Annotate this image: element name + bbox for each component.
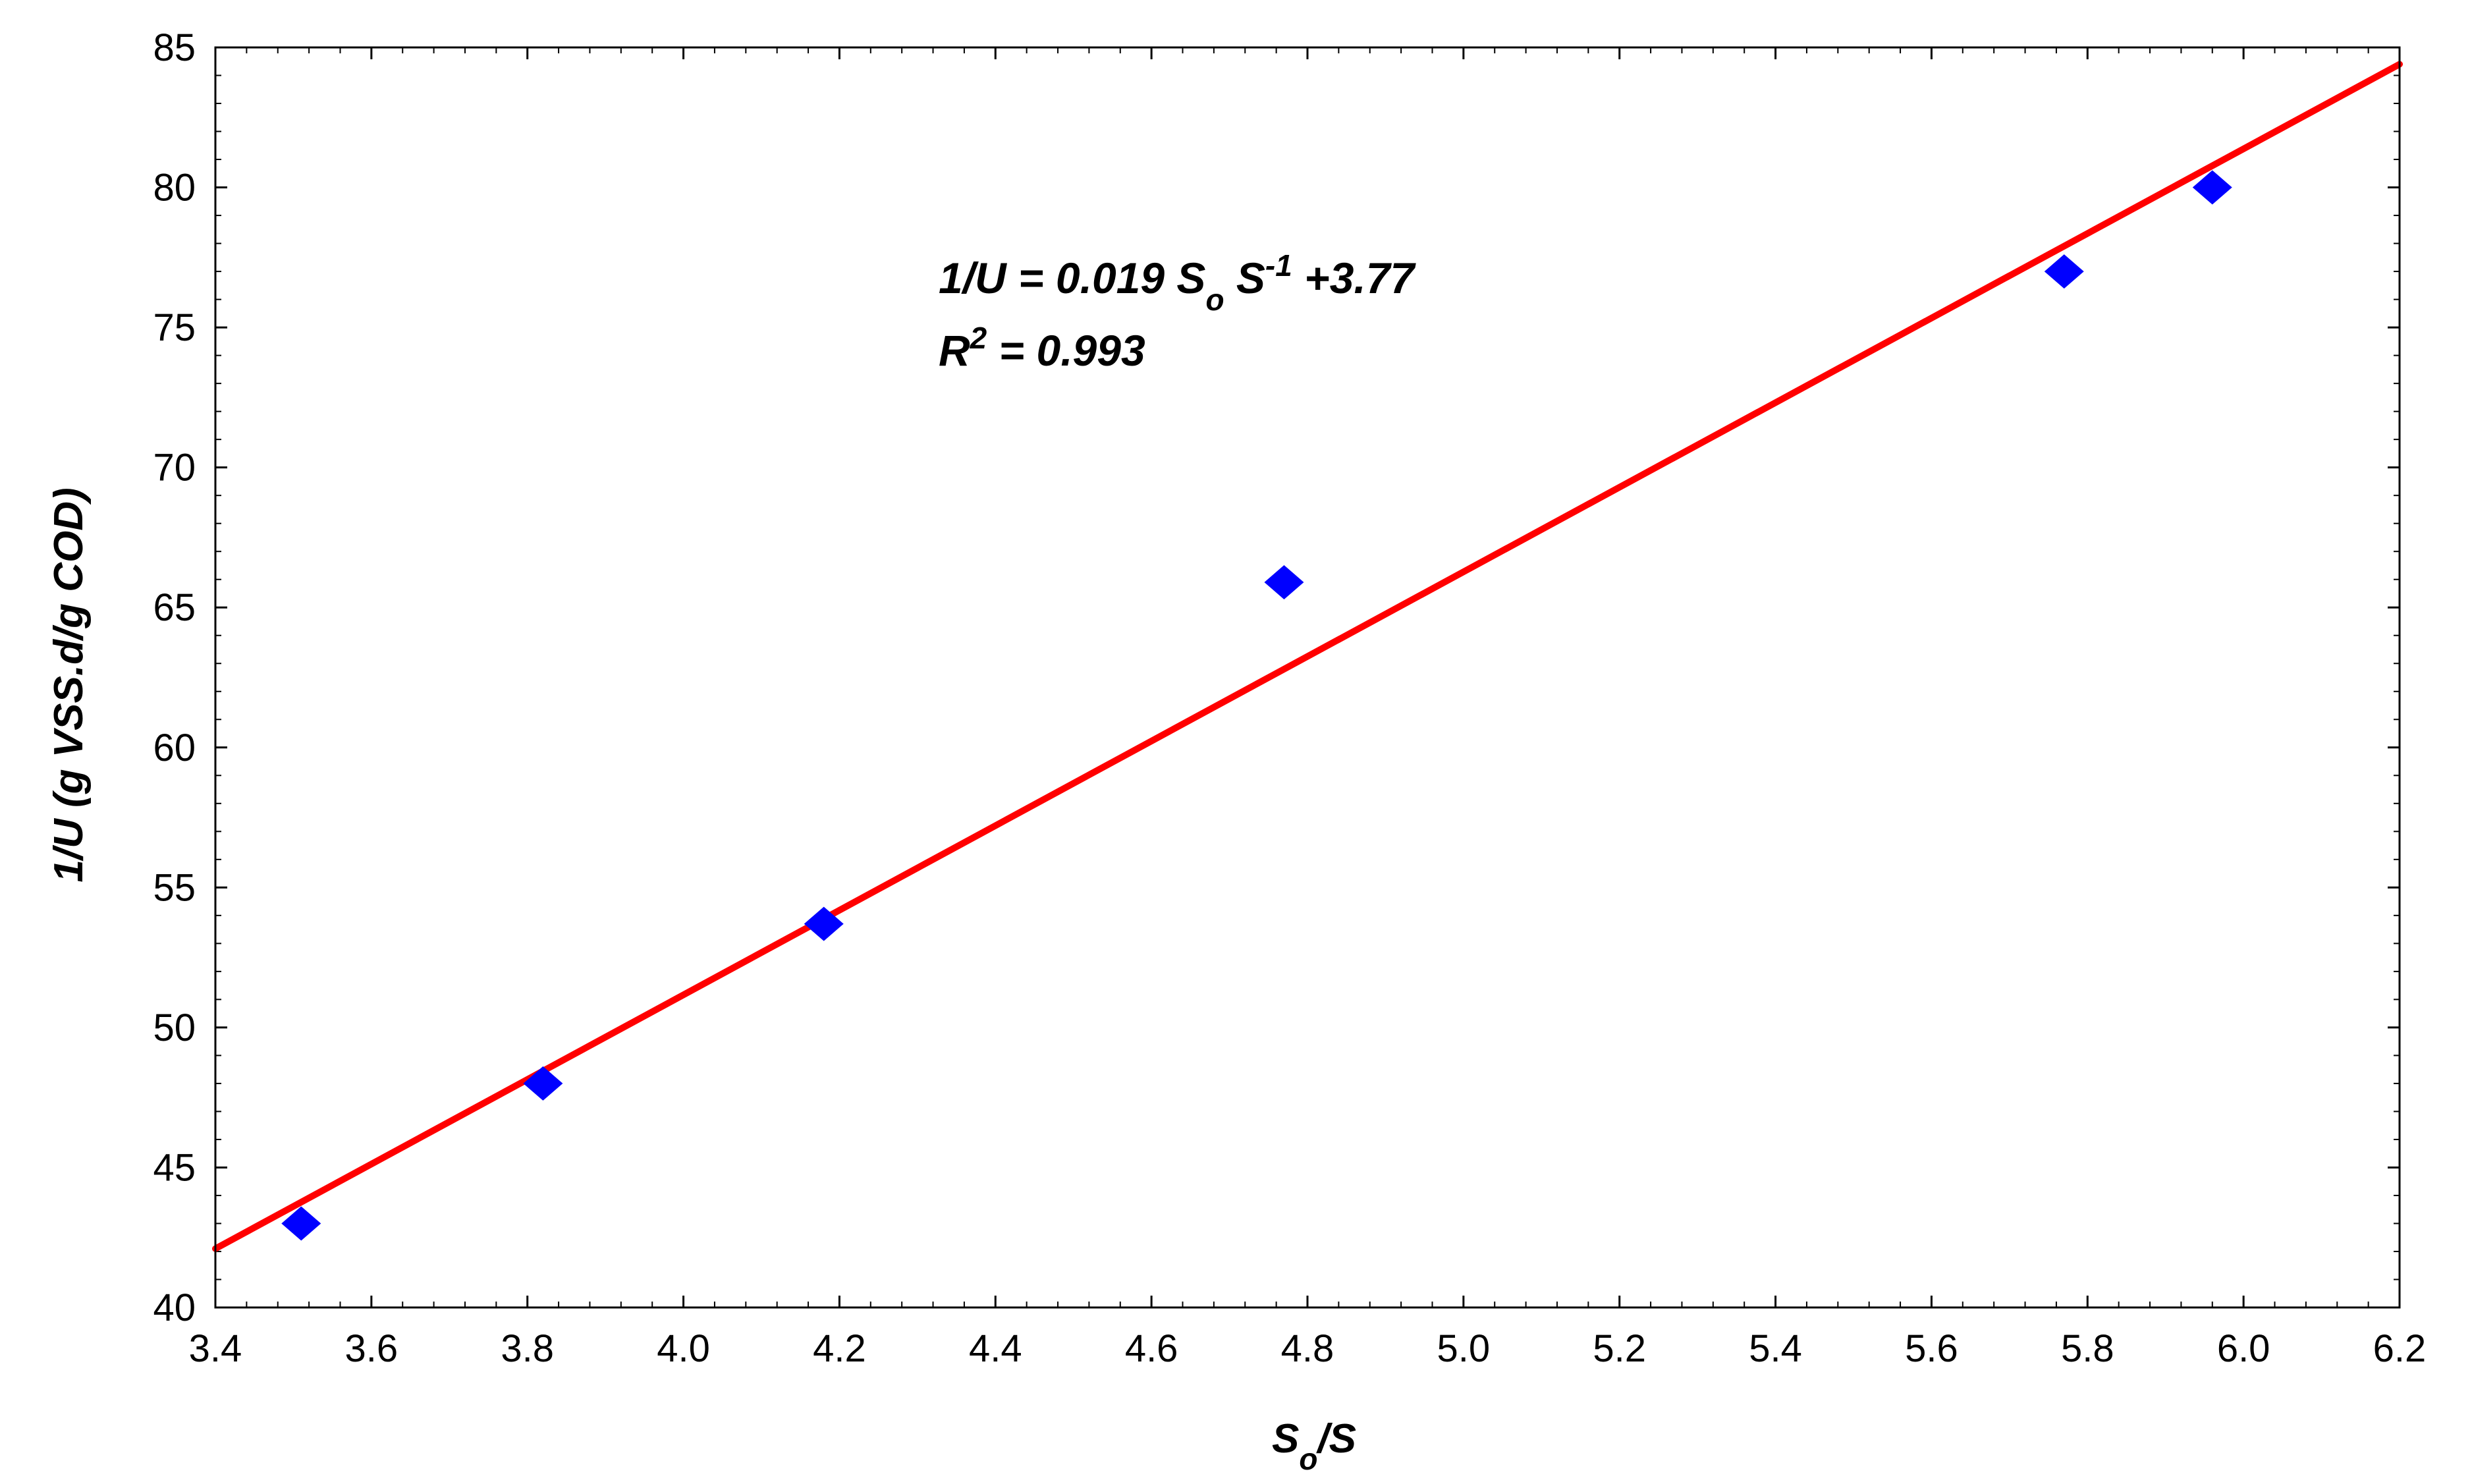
regression-line-group <box>212 61 2403 1252</box>
plot-area-frame <box>214 46 2401 1309</box>
x-tick-label: 6.0 <box>2217 1327 2270 1370</box>
y-tick-label: 60 <box>153 727 196 769</box>
y-tick-label: 75 <box>153 306 196 349</box>
x-tick-label: 5.8 <box>2061 1327 2114 1370</box>
data-point <box>523 1066 563 1101</box>
y-tick-label: 55 <box>153 866 196 909</box>
x-tick-label: 3.6 <box>345 1327 398 1370</box>
r-squared-label: R2 = 0.993 <box>939 321 1145 375</box>
data-point <box>281 1206 321 1241</box>
x-tick-label: 4.6 <box>1125 1327 1178 1370</box>
x-tick-label: 5.4 <box>1749 1327 1802 1370</box>
x-tick-label: 6.2 <box>2373 1327 2427 1370</box>
x-tick-label: 4.8 <box>1281 1327 1334 1370</box>
y-tick-label: 85 <box>153 26 196 69</box>
x-tick-label: 4.2 <box>813 1327 866 1370</box>
data-points <box>281 170 2232 1241</box>
regression-equation: 1/U = 0.019 So S-1 +3.77 <box>939 248 1416 317</box>
y-tick-label: 50 <box>153 1006 196 1049</box>
x-tick-label: 5.0 <box>1437 1327 1491 1370</box>
regression-line <box>212 61 2403 1252</box>
data-point <box>2192 170 2232 205</box>
y-axis-title: 1/U (g VSS.d/g COD) <box>46 487 92 882</box>
data-point <box>804 906 844 941</box>
x-axis-title: So/S <box>1272 1416 1356 1476</box>
y-tick-label: 80 <box>153 167 196 209</box>
y-tick-label: 70 <box>153 447 196 489</box>
x-tick-label: 5.2 <box>1593 1327 1646 1370</box>
axis-ticks <box>214 46 2401 1309</box>
x-tick-label: 3.4 <box>189 1327 242 1370</box>
y-tick-label: 40 <box>153 1286 196 1329</box>
tick-labels: 3.4 3.6 3.8 4.0 4.2 4.4 4.6 4.8 5.0 5.2 5.4 5.6 5.8 6… <box>153 26 2426 1370</box>
y-tick-label: 65 <box>153 586 196 629</box>
x-tick-label: 4.0 <box>657 1327 710 1370</box>
data-point <box>2044 254 2084 289</box>
x-tick-label: 4.4 <box>969 1327 1022 1370</box>
y-tick-label: 45 <box>153 1146 196 1189</box>
x-tick-label: 5.6 <box>1905 1327 1958 1370</box>
x-tick-label: 3.8 <box>501 1327 554 1370</box>
data-point <box>1264 564 1304 599</box>
